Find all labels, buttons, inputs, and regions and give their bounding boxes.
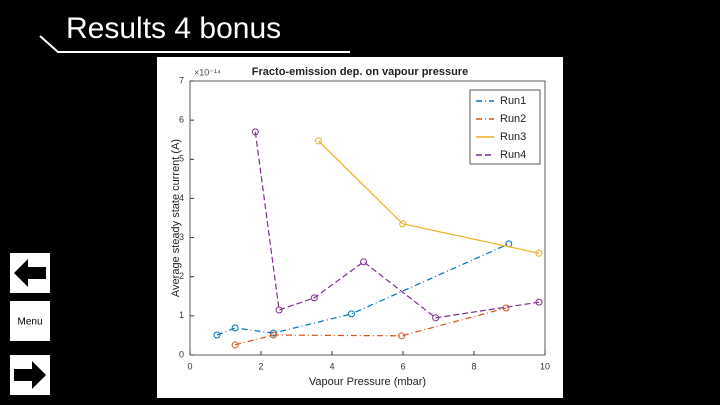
x-tick-label: 4	[329, 361, 334, 371]
next-button[interactable]	[10, 355, 50, 395]
x-tick-label: 10	[540, 361, 550, 371]
legend-label: Run3	[500, 131, 526, 143]
x-tick-label: 0	[187, 361, 192, 371]
y-multiplier: ×10⁻¹⁴	[194, 67, 221, 77]
x-tick-label: 6	[400, 361, 405, 371]
series-line	[216, 243, 510, 336]
data-point	[398, 332, 406, 340]
data-point	[399, 220, 407, 228]
x-tick-label: 8	[471, 361, 476, 371]
y-tick-label: 6	[179, 115, 184, 125]
title-underline	[39, 35, 350, 53]
legend-label: Run1	[500, 95, 526, 107]
y-axis-label: Average steady state current (A)	[170, 139, 182, 297]
plot-frame	[189, 80, 546, 356]
y-tick-label: 3	[179, 232, 184, 242]
legend-label: Run2	[500, 113, 526, 125]
y-tick-label: 5	[179, 154, 184, 164]
data-point	[310, 294, 318, 302]
chart: Fracto-emission dep. on vapour pressure ×…	[170, 66, 550, 388]
menu-button[interactable]: Menu	[10, 301, 50, 341]
y-tick-label: 0	[179, 349, 184, 359]
x-tick-label: 2	[258, 361, 263, 371]
data-point	[231, 324, 239, 332]
slide-title: Results 4 bonus	[66, 12, 281, 45]
legend-label: Run4	[500, 149, 526, 161]
y-tick-label: 1	[179, 310, 184, 320]
data-point	[213, 331, 221, 339]
data-point	[269, 329, 277, 337]
data-point	[315, 137, 323, 145]
back-button[interactable]	[10, 253, 50, 293]
series-line	[234, 307, 507, 346]
data-point	[269, 331, 277, 339]
series-line	[254, 131, 540, 319]
data-point	[432, 314, 440, 322]
data-point	[535, 249, 543, 257]
y-tick-label: 7	[179, 75, 184, 85]
menu-label: Menu	[17, 317, 42, 328]
data-point	[360, 258, 368, 266]
chart-title: Fracto-emission dep. on vapour pressure	[252, 66, 468, 78]
legend-box	[469, 89, 541, 165]
y-tick-label: 4	[179, 193, 184, 203]
y-tick-label: 2	[179, 271, 184, 281]
data-point	[231, 341, 239, 349]
x-axis-label: Vapour Pressure (mbar)	[309, 376, 426, 388]
series-line	[318, 140, 540, 254]
data-point	[348, 310, 356, 318]
data-point	[535, 298, 543, 306]
data-point	[251, 128, 259, 136]
data-point	[275, 306, 283, 314]
